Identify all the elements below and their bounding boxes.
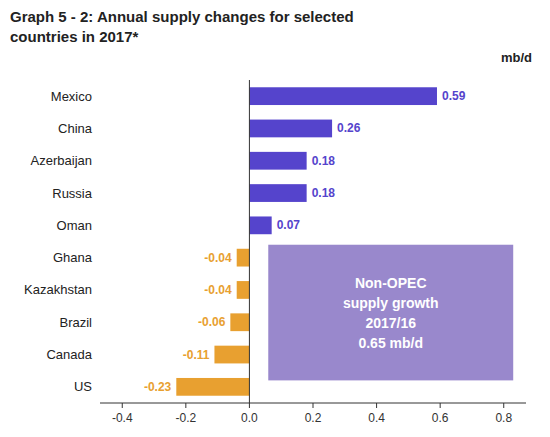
category-label: Kazakhstan <box>24 282 92 297</box>
x-tick-label: -0.2 <box>175 411 196 425</box>
title: countries in 2017* <box>10 28 139 45</box>
bar <box>249 152 306 170</box>
x-tick <box>185 403 186 408</box>
x-axis <box>100 403 526 404</box>
x-tick <box>376 403 377 408</box>
x-tick-label: 0.2 <box>305 411 322 425</box>
bar <box>214 346 249 364</box>
data-label: -0.04 <box>204 283 232 297</box>
bar <box>237 281 250 299</box>
x-tick-label: 0.6 <box>432 411 449 425</box>
x-label: mb/d <box>501 50 532 65</box>
annotation-box <box>268 245 513 381</box>
zero-line <box>249 80 250 403</box>
category-label: US <box>74 379 92 394</box>
category-label: Canada <box>46 347 92 362</box>
bar <box>249 120 332 138</box>
x-tick-label: 0.8 <box>495 411 512 425</box>
x-tick-label: 0.4 <box>368 411 385 425</box>
x-tick <box>440 403 441 408</box>
annotation-text: Non-OPEC <box>355 275 427 291</box>
data-label: 0.18 <box>312 186 336 200</box>
data-label: 0.26 <box>337 121 361 135</box>
x-tick <box>249 403 250 408</box>
category-label: Brazil <box>59 315 92 330</box>
data-label: 0.07 <box>277 218 301 232</box>
data-label: -0.06 <box>198 315 226 329</box>
annotation-text: 2017/16 <box>365 315 416 331</box>
chart: Graph 5 - 2: Annual supply changes for s… <box>0 0 550 437</box>
x-tick-label: -0.4 <box>112 411 133 425</box>
bar <box>176 378 249 396</box>
x-tick-label: 0.0 <box>241 411 258 425</box>
x-tick <box>313 403 314 408</box>
bar <box>249 87 437 105</box>
annotation-text: supply growth <box>343 295 439 311</box>
data-label: 0.18 <box>312 154 336 168</box>
data-label: 0.59 <box>442 89 466 103</box>
bar <box>237 249 250 267</box>
x-tick <box>503 403 504 408</box>
category-label: China <box>58 121 93 136</box>
category-label: Azerbaijan <box>31 153 92 168</box>
category-label: Mexico <box>51 89 92 104</box>
data-label: -0.23 <box>144 380 172 394</box>
data-label: -0.11 <box>183 348 210 362</box>
bar <box>249 184 306 202</box>
category-label: Russia <box>52 186 93 201</box>
category-label: Ghana <box>53 250 93 265</box>
category-label: Oman <box>57 218 92 233</box>
bar <box>230 313 249 331</box>
x-tick <box>122 403 123 408</box>
bar <box>249 216 271 234</box>
annotation-text: 0.65 mb/d <box>358 335 423 351</box>
data-label: -0.04 <box>204 251 232 265</box>
title: Graph 5 - 2: Annual supply changes for s… <box>10 8 354 25</box>
